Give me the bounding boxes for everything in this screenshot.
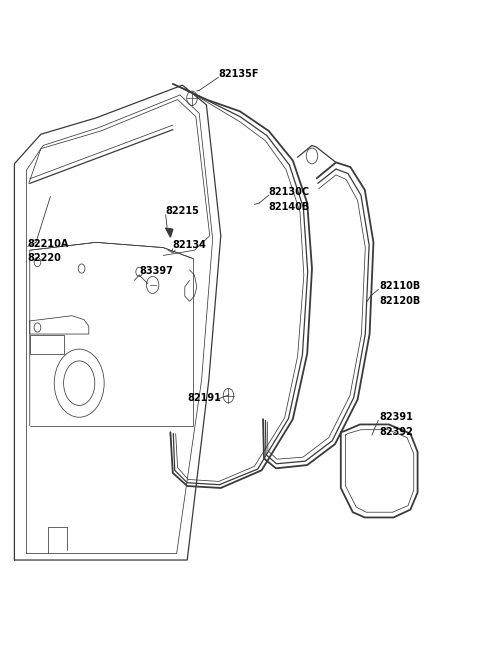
Text: 82215: 82215 [166, 206, 200, 216]
Text: 82191: 82191 [187, 393, 221, 403]
Text: 82110B: 82110B [379, 282, 420, 291]
Text: 82220: 82220 [28, 253, 62, 263]
Text: 82135F: 82135F [218, 69, 259, 79]
Text: 82392: 82392 [379, 427, 413, 437]
Text: 82130C: 82130C [269, 187, 310, 196]
Text: 82391: 82391 [379, 413, 413, 422]
Text: 83397: 83397 [139, 267, 173, 276]
Text: 82140B: 82140B [269, 202, 310, 212]
Polygon shape [166, 228, 173, 237]
Text: 82210A: 82210A [28, 239, 69, 249]
Bar [30, 335, 64, 354]
Text: 82120B: 82120B [379, 296, 420, 306]
Text: 82134: 82134 [173, 240, 207, 250]
